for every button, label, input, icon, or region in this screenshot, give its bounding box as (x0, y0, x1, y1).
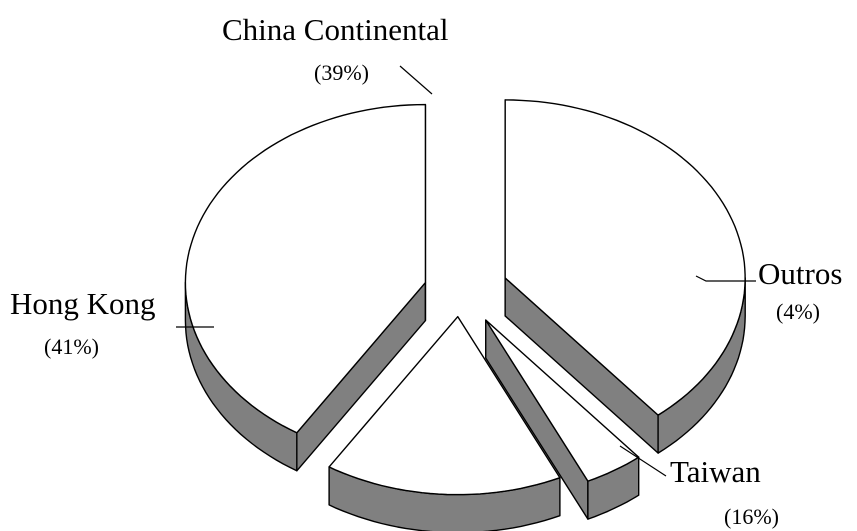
slice-label-taiwan: Taiwan (670, 454, 761, 489)
slice-label-outros: Outros (758, 256, 843, 291)
pie-slices (184, 99, 746, 531)
slice-pct-taiwan: (16%) (724, 504, 779, 529)
slice-top-face (504, 99, 746, 416)
pie-slice-taiwan (328, 315, 561, 531)
leader-outros (695, 275, 756, 282)
slice-top-face (485, 319, 640, 482)
slice-label-china-continental: China Continental (222, 12, 449, 47)
slice-pct-outros: (4%) (776, 299, 820, 324)
slice-top-face (184, 103, 427, 434)
leader-taiwan (619, 445, 667, 477)
leader-china-continental (399, 65, 433, 95)
pie-slice-hong-kong (184, 103, 427, 472)
pie-slice-outros (485, 319, 640, 520)
pie-slice-china-continental (504, 99, 746, 454)
leader-lines (176, 65, 756, 477)
slice-label-hong-kong: Hong Kong (10, 286, 156, 321)
slice-pct-china-continental: (39%) (314, 60, 369, 85)
slice-top-face (328, 315, 561, 496)
slice-pct-hong-kong: (41%) (44, 334, 99, 359)
